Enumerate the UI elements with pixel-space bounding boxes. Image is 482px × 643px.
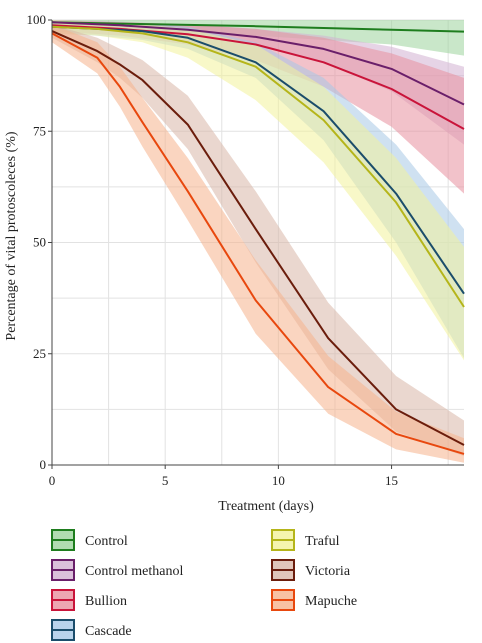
band-mapuche	[52, 24, 464, 463]
legend-item-mapuche: Mapuche	[271, 589, 357, 611]
x-tick-label: 0	[49, 473, 56, 488]
legend-item-bullion: Bullion	[51, 589, 127, 611]
y-axis-title: Percentage of vital protoscoleces (%)	[4, 131, 19, 340]
legend-label: Control methanol	[85, 564, 183, 579]
axes: 0 25 50 75 100 0 5 10 15	[27, 12, 464, 488]
y-tick-label: 50	[33, 235, 46, 250]
band-bullion	[52, 20, 464, 194]
y-tick-label: 0	[40, 457, 47, 472]
band-victoria	[52, 24, 464, 457]
series-line-control	[51, 21, 465, 33]
legend-item-cascade: Cascade	[51, 619, 132, 641]
legend-item-control-methanol: Control methanol	[51, 559, 183, 581]
band-traful	[52, 20, 464, 361]
series-line-traful	[51, 25, 465, 308]
series-line-bullion	[51, 24, 465, 130]
x-axis-title: Treatment (days)	[218, 499, 314, 514]
legend-label: Cascade	[85, 624, 132, 639]
legend-label: Traful	[305, 534, 340, 549]
legend-label: Mapuche	[305, 594, 357, 609]
x-tick-label: 10	[272, 473, 285, 488]
series-line-victoria	[51, 30, 465, 446]
x-tick-label: 15	[385, 473, 398, 488]
legend-item-control: Control	[51, 529, 128, 551]
legend-label: Victoria	[305, 564, 351, 579]
y-tick-label: 75	[33, 123, 46, 138]
legend-label: Bullion	[85, 594, 127, 609]
y-tick-label: 100	[27, 12, 47, 27]
y-tick-label: 25	[33, 346, 46, 361]
legend-item-traful: Traful	[271, 529, 340, 551]
legend: Control Control methanol Bullion Cascade Tra…	[51, 529, 357, 641]
series-lines	[51, 21, 465, 455]
series-line-control-methanol	[51, 21, 465, 106]
legend-item-victoria: Victoria	[271, 559, 351, 581]
x-tick-label: 5	[162, 473, 169, 488]
series-line-mapuche	[51, 32, 465, 455]
legend-label: Control	[85, 534, 128, 549]
